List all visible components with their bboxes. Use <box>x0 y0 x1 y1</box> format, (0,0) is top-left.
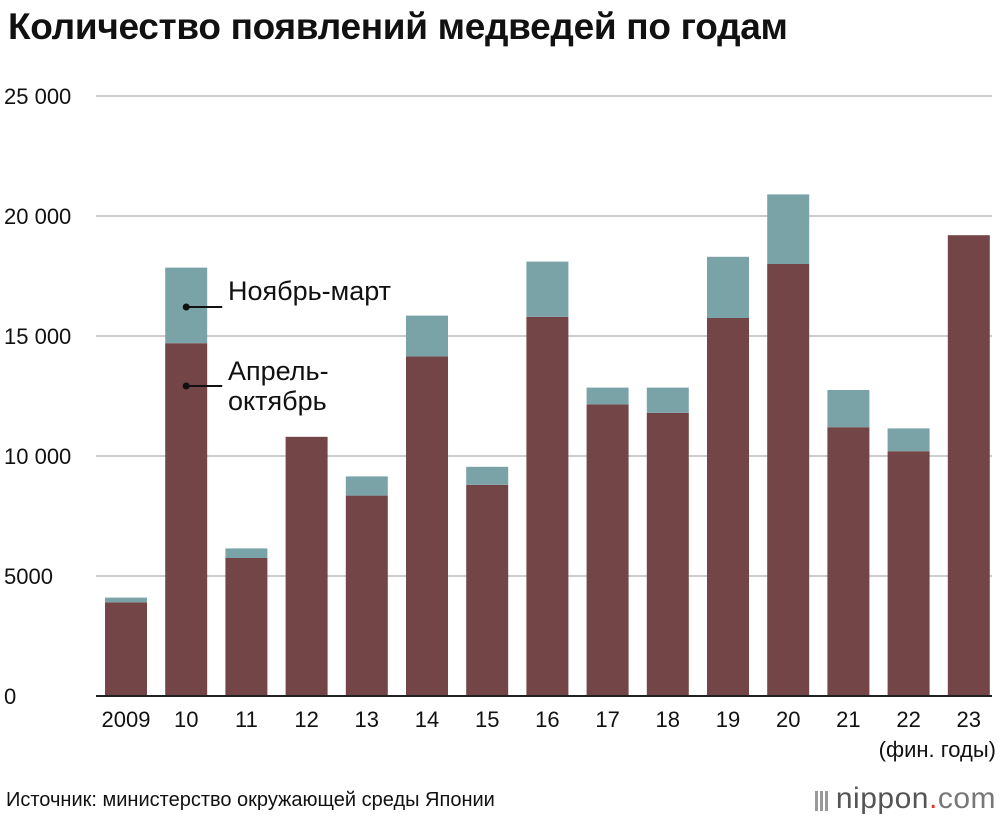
x-tick-label: 15 <box>475 707 499 732</box>
y-tick-label: 5000 <box>4 564 53 589</box>
bar-apr-oct <box>225 558 268 696</box>
brand-mark-icon <box>814 783 830 817</box>
y-tick-label: 15 000 <box>4 324 71 349</box>
bar-apr-oct <box>165 343 208 696</box>
bar-apr-oct <box>406 356 448 696</box>
x-tick-label: 16 <box>535 707 559 732</box>
brand-name: nippon <box>835 782 929 815</box>
chart-title: Количество появлений медведей по годам <box>8 6 788 47</box>
bar-apr-oct <box>345 495 388 696</box>
x-tick-label: 12 <box>294 707 318 732</box>
x-tick-label: 23 <box>957 707 981 732</box>
bar-nov-mar <box>767 194 810 264</box>
bar-apr-oct <box>646 412 689 696</box>
x-tick-label: 19 <box>716 707 740 732</box>
source-note: Источник: министерство окружающей среды … <box>6 789 495 811</box>
bar-apr-oct <box>466 484 509 696</box>
x-tick-label: 10 <box>174 707 198 732</box>
bar-apr-oct <box>827 427 870 696</box>
x-axis-ticks: 2009 10 11 12 13 14 15 16 17 18 19 20 21 22 23 <box>96 695 992 732</box>
x-tick-label: 13 <box>355 707 379 732</box>
bar-apr-oct <box>526 316 569 696</box>
legend-marker-apr-oct <box>182 382 223 390</box>
bar-apr-oct <box>105 602 147 696</box>
bar-nov-mar <box>526 261 569 317</box>
bar-chart: 0 5000 10 000 15 000 20 000 25 000 2009 10 11 12… <box>4 84 992 732</box>
y-tick-label: 10 000 <box>4 444 71 469</box>
bar-apr-oct <box>947 235 990 696</box>
bar-apr-oct <box>586 404 629 696</box>
y-tick-label: 20 000 <box>4 204 71 229</box>
brand-dot: . <box>928 782 938 815</box>
y-tick-label: 25 000 <box>4 84 71 109</box>
bar-nov-mar <box>646 387 689 413</box>
x-axis-unit: (фин. годы) <box>878 737 996 762</box>
bar-nov-mar <box>345 476 388 496</box>
brand-logo: nippon.com <box>814 782 996 817</box>
x-tick-label: 11 <box>235 707 258 732</box>
y-tick-label: 0 <box>4 684 16 709</box>
bar-nov-mar <box>827 390 870 428</box>
x-tick-label: 2009 <box>102 707 151 732</box>
bar-nov-mar <box>887 428 930 452</box>
brand-tld: com <box>937 782 996 815</box>
bar-nov-mar <box>466 466 509 485</box>
bar-nov-mar <box>406 315 448 357</box>
bar-apr-oct <box>707 318 749 696</box>
bar-nov-mar <box>586 387 629 405</box>
legend-marker-nov-mar <box>182 303 223 311</box>
x-tick-label: 17 <box>595 707 619 732</box>
bar-nov-mar <box>105 597 147 603</box>
legend-markers <box>182 303 223 390</box>
bar-apr-oct <box>767 264 810 696</box>
x-tick-label: 21 <box>836 707 860 732</box>
bar-nov-mar <box>707 256 749 318</box>
x-tick-label: 14 <box>415 707 439 732</box>
legend-label-nov-mar: Ноябрь-март <box>228 276 392 306</box>
x-tick-label: 22 <box>896 707 920 732</box>
y-axis-ticks: 0 5000 10 000 15 000 20 000 25 000 <box>4 84 71 709</box>
bar-nov-mar <box>225 548 268 558</box>
x-tick-label: 20 <box>776 707 800 732</box>
bars <box>105 194 990 696</box>
bar-apr-oct <box>887 451 930 696</box>
bar-apr-oct <box>285 436 328 696</box>
legend-label-apr-oct: Апрель-октябрь <box>228 356 329 416</box>
x-tick-label: 18 <box>656 707 680 732</box>
